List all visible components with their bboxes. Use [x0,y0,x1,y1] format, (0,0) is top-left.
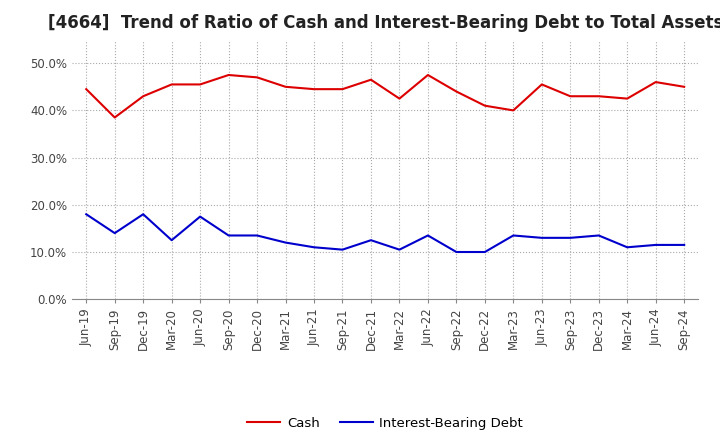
Cash [366,77,375,82]
Cash [480,103,489,108]
Interest-Bearing Debt [595,233,603,238]
Interest-Bearing Debt [225,233,233,238]
Interest-Bearing Debt [110,231,119,236]
Cash [282,84,290,89]
Cash [623,96,631,101]
Interest-Bearing Debt [139,212,148,217]
Cash [139,94,148,99]
Interest-Bearing Debt [196,214,204,219]
Interest-Bearing Debt [509,233,518,238]
Cash [680,84,688,89]
Interest-Bearing Debt [253,233,261,238]
Cash [395,96,404,101]
Interest-Bearing Debt [652,242,660,248]
Interest-Bearing Debt [366,238,375,243]
Cash [595,94,603,99]
Legend: Cash, Interest-Bearing Debt: Cash, Interest-Bearing Debt [242,412,528,436]
Cash [566,94,575,99]
Cash [196,82,204,87]
Cash [652,80,660,85]
Line: Interest-Bearing Debt: Interest-Bearing Debt [86,214,684,252]
Interest-Bearing Debt [282,240,290,245]
Line: Cash: Cash [86,75,684,117]
Cash [338,87,347,92]
Cash [452,89,461,94]
Cash [110,115,119,120]
Interest-Bearing Debt [167,238,176,243]
Cash [509,108,518,113]
Interest-Bearing Debt [310,245,318,250]
Interest-Bearing Debt [423,233,432,238]
Cash [537,82,546,87]
Cash [423,72,432,77]
Cash [167,82,176,87]
Interest-Bearing Debt [395,247,404,252]
Interest-Bearing Debt [537,235,546,241]
Interest-Bearing Debt [566,235,575,241]
Cash [310,87,318,92]
Cash [225,72,233,77]
Interest-Bearing Debt [480,249,489,255]
Cash [82,87,91,92]
Interest-Bearing Debt [680,242,688,248]
Interest-Bearing Debt [338,247,347,252]
Interest-Bearing Debt [452,249,461,255]
Title: [4664]  Trend of Ratio of Cash and Interest-Bearing Debt to Total Assets: [4664] Trend of Ratio of Cash and Intere… [48,15,720,33]
Cash [253,75,261,80]
Interest-Bearing Debt [82,212,91,217]
Interest-Bearing Debt [623,245,631,250]
